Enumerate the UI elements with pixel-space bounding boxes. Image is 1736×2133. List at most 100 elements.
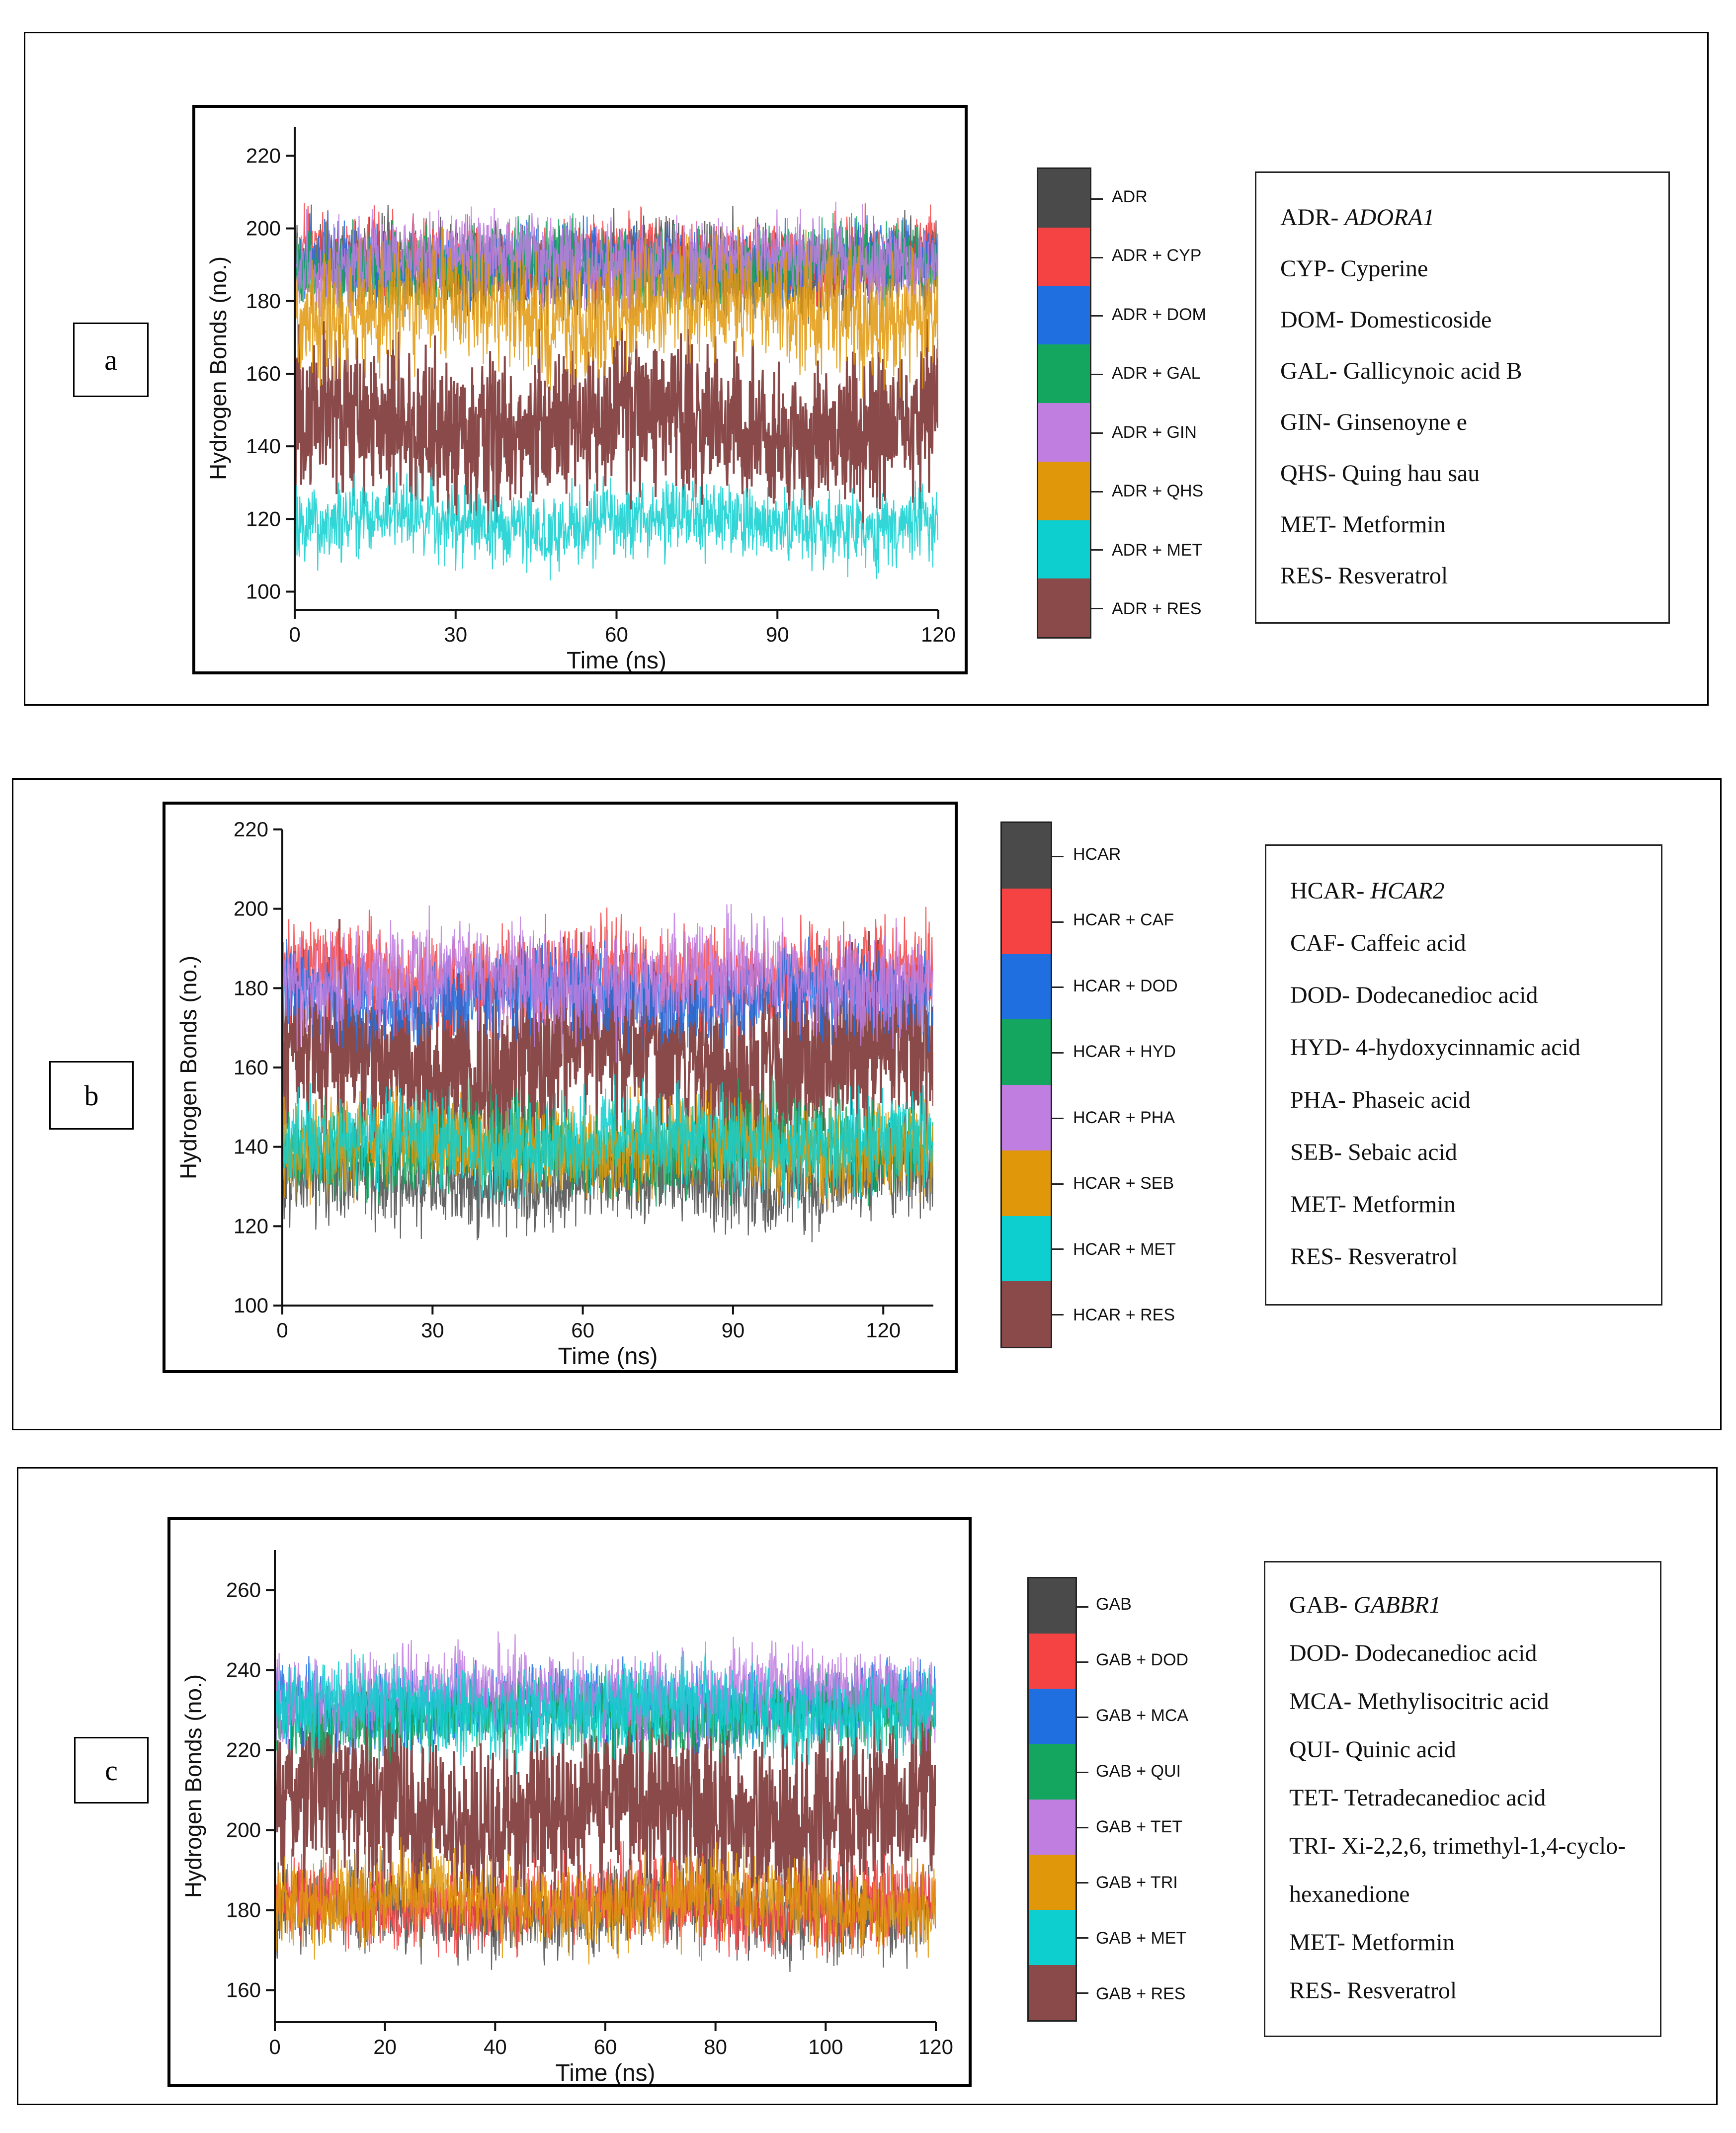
x-tick-label: 60 bbox=[594, 2035, 617, 2058]
x-tick-label: 0 bbox=[276, 1318, 288, 1342]
colorbar-swatch bbox=[1029, 1689, 1088, 1744]
legend-entry: QHS- Quing hau sau bbox=[1280, 460, 1480, 487]
colorbar-swatch bbox=[1029, 1578, 1088, 1634]
legend-entry: DOD- Dodecanedioc acid bbox=[1289, 1640, 1537, 1667]
colorbar-tick bbox=[1075, 1606, 1088, 1608]
y-tick-label: 140 bbox=[246, 434, 281, 458]
colorbar-label: ADR + MET bbox=[1112, 540, 1203, 560]
y-tick-label: 240 bbox=[226, 1658, 261, 1682]
y-tick-label: 200 bbox=[246, 217, 281, 240]
legend-code: DOM- bbox=[1280, 306, 1350, 333]
legend-entry: hexanedione bbox=[1289, 1881, 1410, 1908]
legend-name: Xi-2,2,6, trimethyl-1,4-cyclo- bbox=[1341, 1832, 1626, 1859]
colorbar-label: HCAR + SEB bbox=[1073, 1174, 1174, 1193]
colorbar-label: GAB + TET bbox=[1096, 1817, 1183, 1836]
legend-code: CAF- bbox=[1290, 929, 1351, 956]
legend-name: Caffeic acid bbox=[1350, 929, 1466, 956]
y-tick-label: 200 bbox=[234, 897, 268, 920]
colorbar-label: GAB + QUI bbox=[1096, 1762, 1181, 1781]
legend-name: GABBR1 bbox=[1353, 1592, 1441, 1619]
x-tick-label: 0 bbox=[269, 2035, 280, 2058]
colorbar-swatch bbox=[1002, 1150, 1064, 1216]
series-line-gab-met bbox=[275, 1650, 936, 1775]
colorbar-c bbox=[1027, 1577, 1088, 2022]
legend-entry: RES- Resveratrol bbox=[1280, 562, 1448, 589]
legend-entry: QUI- Quinic acid bbox=[1289, 1736, 1456, 1763]
y-tick-label: 180 bbox=[234, 976, 268, 999]
legend-name: Gallicynoic acid B bbox=[1343, 357, 1522, 384]
series-line-adr-qhs bbox=[295, 227, 938, 399]
y-tick-label: 160 bbox=[226, 1978, 261, 2002]
panel-c: c 0 20 40 60 80 100 120 160 180 200 220 240 260 Time … bbox=[17, 1467, 1718, 2105]
colorbar-tick bbox=[1051, 1248, 1064, 1250]
legend-name: hexanedione bbox=[1289, 1881, 1410, 1907]
legend-entry: CYP- Cyperine bbox=[1280, 255, 1428, 282]
colorbar-swatch bbox=[1038, 578, 1103, 637]
legend-box-c: GAB- GABBR1 DOD- Dodecanedioc acid MCA- Me… bbox=[1264, 1561, 1661, 2037]
y-tick-label: 220 bbox=[234, 818, 268, 841]
legend-name: Dodecanedioc acid bbox=[1354, 1640, 1537, 1667]
legend-entry: RES- Resveratrol bbox=[1290, 1243, 1458, 1270]
x-tick-label: 80 bbox=[704, 2035, 727, 2058]
colorbar-b bbox=[1000, 821, 1064, 1348]
legend-code: DOD- bbox=[1290, 982, 1356, 1009]
legend-box-b: HCAR- HCAR2 CAF- Caffeic acid DOD- Dodecan… bbox=[1265, 844, 1662, 1306]
chart-b: 0 30 60 90 120 100 120 140 160 180 200 220 Time (ns)… bbox=[175, 818, 933, 1370]
colorbar-swatch bbox=[1002, 888, 1064, 954]
legend-code: RES- bbox=[1289, 1977, 1347, 2004]
y-tick-label: 180 bbox=[246, 289, 281, 313]
legend-name: HCAR2 bbox=[1370, 877, 1445, 904]
chart-a: 0 30 60 90 120 100 120 140 160 180 200 220 Time (ns)… bbox=[205, 127, 956, 671]
x-tick-label: 100 bbox=[808, 2035, 843, 2058]
colorbar-a bbox=[1037, 167, 1103, 639]
colorbar-tick bbox=[1090, 608, 1103, 610]
legend-entry: MET- Metformin bbox=[1280, 511, 1446, 538]
legend-name: Ginsenoyne e bbox=[1336, 409, 1467, 435]
x-tick-label: 90 bbox=[722, 1318, 745, 1342]
y-tick-label: 200 bbox=[226, 1818, 261, 1842]
series-line-hcar bbox=[282, 1111, 933, 1242]
legend-name: Quinic acid bbox=[1345, 1736, 1456, 1763]
y-tick-label: 140 bbox=[234, 1135, 268, 1158]
x-axis-label: Time (ns) bbox=[567, 648, 666, 671]
colorbar-tick bbox=[1075, 1716, 1088, 1718]
x-axis-label: Time (ns) bbox=[558, 1343, 658, 1370]
colorbar-swatch bbox=[1029, 1965, 1088, 2020]
legend-code: HCAR- bbox=[1290, 877, 1371, 904]
legend-entry: TRI- Xi-2,2,6, trimethyl-1,4-cyclo- bbox=[1289, 1832, 1626, 1860]
y-tick-label: 160 bbox=[234, 1056, 268, 1079]
y-axis-label: Hydrogen Bonds (no.) bbox=[175, 956, 201, 1179]
legend-code: MET- bbox=[1289, 1929, 1351, 1956]
legend-name: Quing hau sau bbox=[1342, 460, 1480, 487]
legend-name: Metformin bbox=[1351, 1929, 1455, 1956]
y-tick-label: 180 bbox=[226, 1898, 261, 1922]
legend-entry: DOM- Domesticoside bbox=[1280, 306, 1491, 333]
colorbar-label: HCAR bbox=[1073, 844, 1121, 864]
series-line-hcar-res bbox=[282, 919, 933, 1196]
colorbar-swatch bbox=[1002, 823, 1064, 889]
colorbar-tick bbox=[1090, 549, 1103, 551]
series-line-adr-met bbox=[295, 466, 938, 580]
colorbar-label: ADR bbox=[1112, 187, 1148, 206]
series-line-hcar-pha bbox=[282, 903, 933, 1063]
colorbar-swatch bbox=[1038, 403, 1103, 462]
colorbar-label: HCAR + RES bbox=[1073, 1306, 1175, 1325]
chart-c: 0 20 40 60 80 100 120 160 180 200 220 240 260 Time (n… bbox=[180, 1550, 953, 2084]
legend-entry: GAL- Gallicynoic acid B bbox=[1280, 357, 1522, 385]
colorbar-swatch bbox=[1029, 1799, 1088, 1855]
x-axis-label: Time (ns) bbox=[556, 2060, 656, 2084]
colorbar-swatch bbox=[1038, 227, 1103, 286]
legend-code: RES- bbox=[1280, 562, 1338, 589]
colorbar-label: ADR + CYP bbox=[1112, 246, 1202, 265]
plot-frame-a: 0 30 60 90 120 100 120 140 160 180 200 220 Time (ns)… bbox=[192, 105, 968, 674]
legend-code: MCA- bbox=[1289, 1688, 1358, 1715]
colorbar-label: HCAR + MET bbox=[1073, 1239, 1176, 1259]
colorbar-tick bbox=[1090, 315, 1103, 317]
colorbar-labels-c: GAB GAB + DOD GAB + MCA GAB + QUI GAB + TET G… bbox=[1096, 1577, 1235, 2022]
legend-code: GAB- bbox=[1289, 1592, 1354, 1619]
colorbar-tick bbox=[1051, 921, 1064, 923]
colorbar-tick bbox=[1075, 1992, 1088, 1994]
legend-code: ADR- bbox=[1280, 204, 1345, 231]
y-tick-label: 260 bbox=[226, 1578, 261, 1602]
legend-name: Metformin bbox=[1352, 1191, 1456, 1218]
